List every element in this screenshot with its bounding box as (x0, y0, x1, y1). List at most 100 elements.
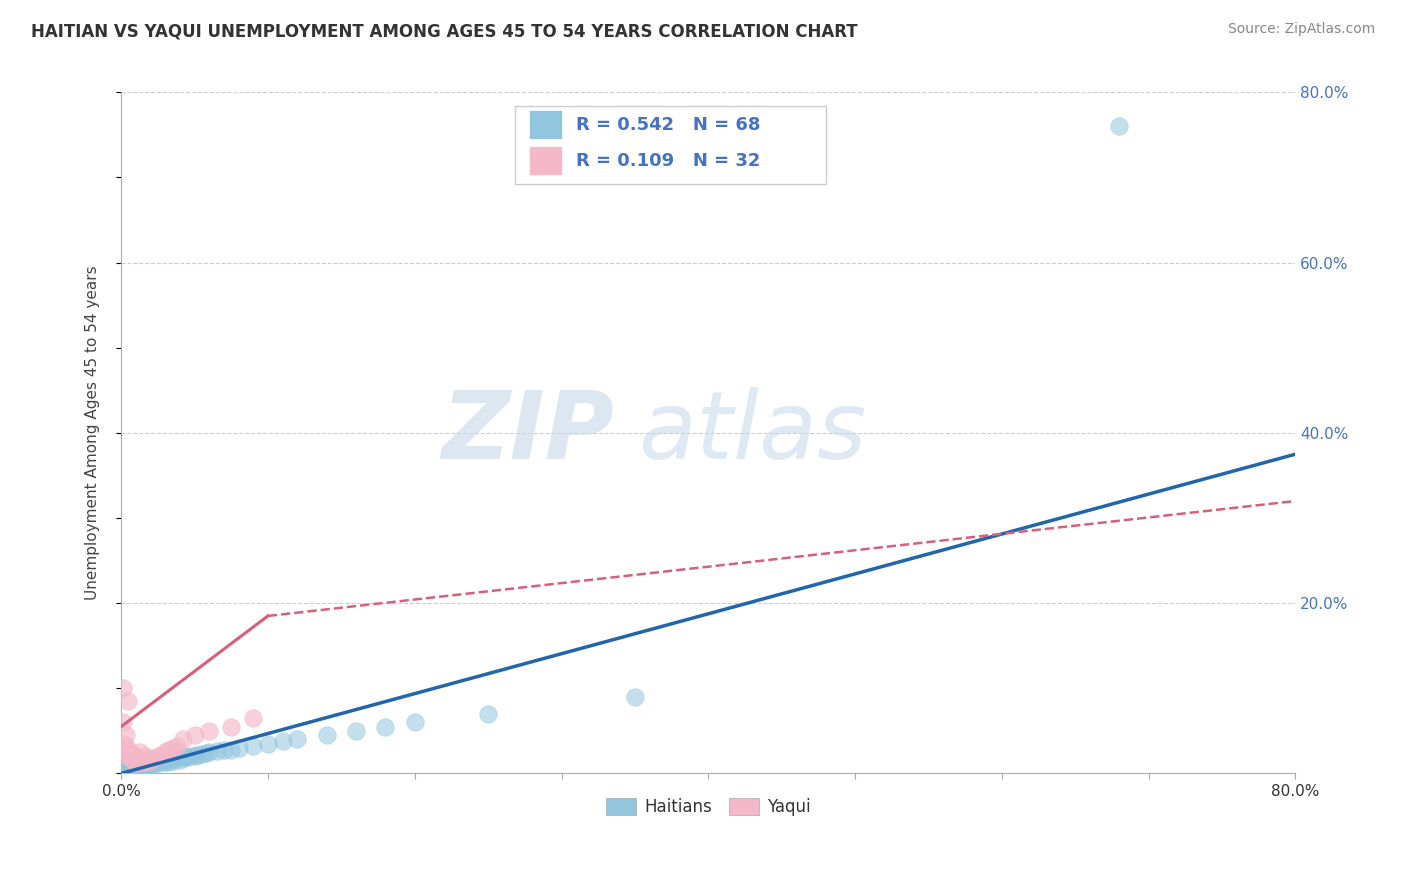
Point (131, 758, 153, 772)
Point (114, 728, 136, 742)
Point (624, 690, 647, 704)
Point (125, 756, 148, 771)
Point (157, 742, 180, 756)
Point (132, 759, 155, 773)
Point (122, 756, 145, 770)
Point (172, 751, 194, 765)
Text: HAITIAN VS YAQUI UNEMPLOYMENT AMONG AGES 45 TO 54 YEARS CORRELATION CHART: HAITIAN VS YAQUI UNEMPLOYMENT AMONG AGES… (31, 22, 858, 40)
Point (285, 732, 308, 747)
Text: R = 0.542   N = 68: R = 0.542 N = 68 (575, 116, 761, 134)
Point (117, 759, 139, 773)
Point (111, 715, 134, 730)
Point (132, 756, 155, 770)
Point (132, 756, 155, 770)
Point (125, 756, 148, 771)
Point (166, 750, 188, 764)
Point (117, 756, 139, 771)
Point (157, 755, 180, 769)
Point (143, 756, 166, 770)
Point (156, 753, 179, 767)
Point (153, 745, 176, 759)
Point (141, 756, 163, 771)
Point (148, 755, 170, 769)
Point (183, 749, 205, 764)
Point (219, 720, 242, 734)
Point (186, 747, 208, 762)
Point (124, 754, 146, 768)
Point (114, 745, 136, 759)
Point (136, 758, 159, 772)
Point (149, 754, 172, 768)
Point (195, 746, 218, 760)
Point (136, 754, 159, 768)
Point (242, 739, 264, 754)
Legend: Haitians, Yaqui: Haitians, Yaqui (599, 791, 817, 823)
Point (117, 694, 139, 708)
Point (374, 720, 396, 734)
FancyBboxPatch shape (515, 106, 825, 185)
Point (344, 723, 367, 738)
Point (128, 760, 150, 774)
Point (115, 740, 138, 755)
Point (153, 756, 176, 770)
Point (122, 760, 145, 774)
Point (176, 750, 198, 764)
Text: Source: ZipAtlas.com: Source: ZipAtlas.com (1227, 22, 1375, 37)
Point (179, 748, 201, 763)
Point (124, 754, 146, 768)
Y-axis label: Unemployment Among Ages 45 to 54 years: Unemployment Among Ages 45 to 54 years (86, 266, 100, 600)
Point (205, 744, 228, 758)
Point (112, 737, 135, 751)
Point (219, 742, 242, 756)
Point (163, 752, 186, 766)
Point (166, 739, 188, 754)
FancyBboxPatch shape (529, 111, 561, 139)
Point (134, 749, 156, 764)
Point (242, 711, 264, 725)
Point (125, 758, 148, 772)
Point (271, 734, 294, 748)
Point (120, 761, 142, 775)
Point (162, 754, 184, 768)
Point (136, 753, 159, 767)
Point (128, 755, 150, 769)
Point (111, 681, 134, 696)
Text: atlas: atlas (638, 387, 866, 478)
Point (257, 737, 280, 751)
Point (212, 743, 235, 757)
Point (142, 757, 165, 772)
Text: ZIP: ZIP (441, 387, 614, 479)
Point (127, 751, 149, 765)
Point (191, 747, 214, 761)
FancyBboxPatch shape (529, 146, 561, 175)
Point (228, 740, 250, 755)
Point (139, 758, 162, 772)
Point (198, 723, 221, 738)
Point (183, 728, 205, 742)
Point (146, 756, 169, 771)
Point (150, 752, 173, 766)
Point (172, 732, 194, 747)
Point (169, 753, 191, 767)
Point (117, 762, 139, 776)
Point (159, 751, 181, 765)
Point (198, 745, 221, 759)
Point (162, 740, 184, 755)
Point (146, 749, 169, 764)
Point (117, 749, 139, 764)
Point (134, 753, 156, 767)
Point (404, 715, 426, 730)
Point (122, 747, 145, 762)
Point (1108, 120, 1130, 134)
Point (134, 758, 156, 772)
Point (128, 757, 150, 772)
Point (129, 745, 152, 759)
Point (135, 757, 157, 772)
Point (125, 761, 148, 775)
Point (120, 751, 142, 765)
Point (477, 706, 499, 721)
Point (315, 728, 337, 742)
Point (118, 745, 141, 759)
Point (124, 759, 146, 773)
Point (173, 749, 195, 764)
